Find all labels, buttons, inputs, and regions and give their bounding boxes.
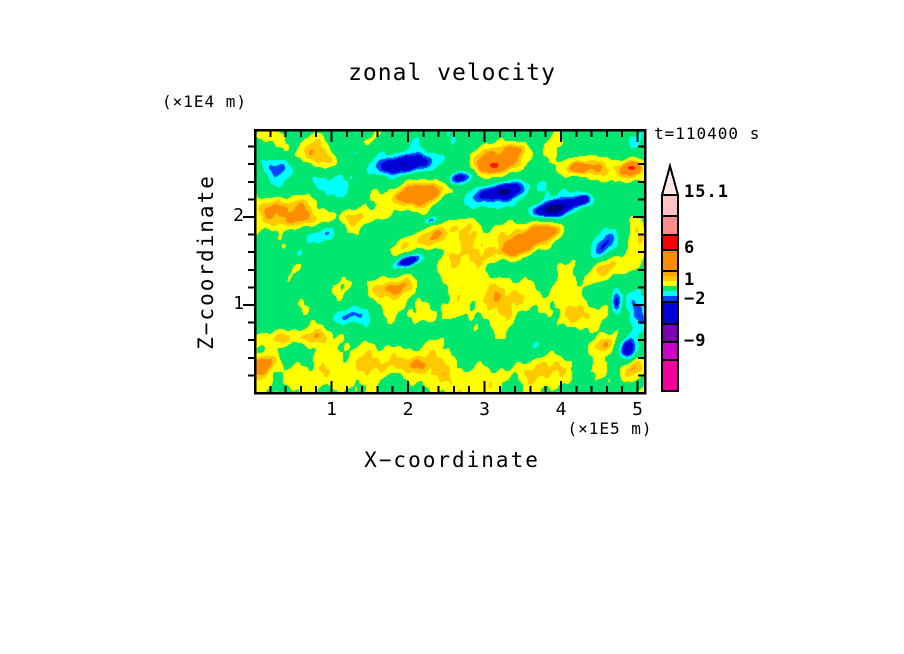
plot-frame-and-ticks [243,128,647,395]
y-tick-label: 1 [233,293,244,314]
colorbar-segment [662,342,678,360]
colorbar-segment [662,281,678,286]
colorbar-segment [662,271,678,276]
plot-border [253,128,647,395]
contour-field-canvas [255,130,645,393]
colorbar-segment [662,250,678,271]
colorbar-tick-label: −9 [684,331,707,351]
x-tick-label: 1 [326,399,337,420]
colorbar-tick-label: 15.1 [684,182,729,202]
colorbar-segment [662,195,678,216]
colorbar-segment [662,235,678,250]
x-tick-label: 2 [402,399,414,420]
colorbar-tick-label: 6 [684,238,696,258]
y-tick-label: 2 [233,205,244,227]
x-tick-label: 5 [632,399,643,420]
colorbar-segment [662,216,678,235]
x-axis-title: X−coordinate [364,448,540,472]
colorbar-segment [662,324,678,342]
colorbar-segment [662,291,678,296]
colorbar-segment [662,286,678,291]
colorbar-arrow-icon [660,162,680,196]
colorbar-segment [662,276,678,281]
y-axis-title: Z−coordinate [194,174,218,350]
colorbar-segment [662,296,678,302]
x-tick-label: 4 [555,399,567,420]
colorbar-segment [662,302,678,324]
x-axis-unit-label: (×1E5 m) [567,419,653,438]
time-label: t=110400 s [654,124,761,143]
plot-title: zonal velocity [348,60,556,86]
y-axis-unit-label: (×1E4 m) [162,92,248,111]
x-tick-label: 3 [479,399,490,420]
colorbar-tick-label: −2 [684,289,707,309]
colorbar-segment [662,360,678,391]
colorbar-tick-label: 1 [684,270,696,290]
colorbar [660,162,680,392]
